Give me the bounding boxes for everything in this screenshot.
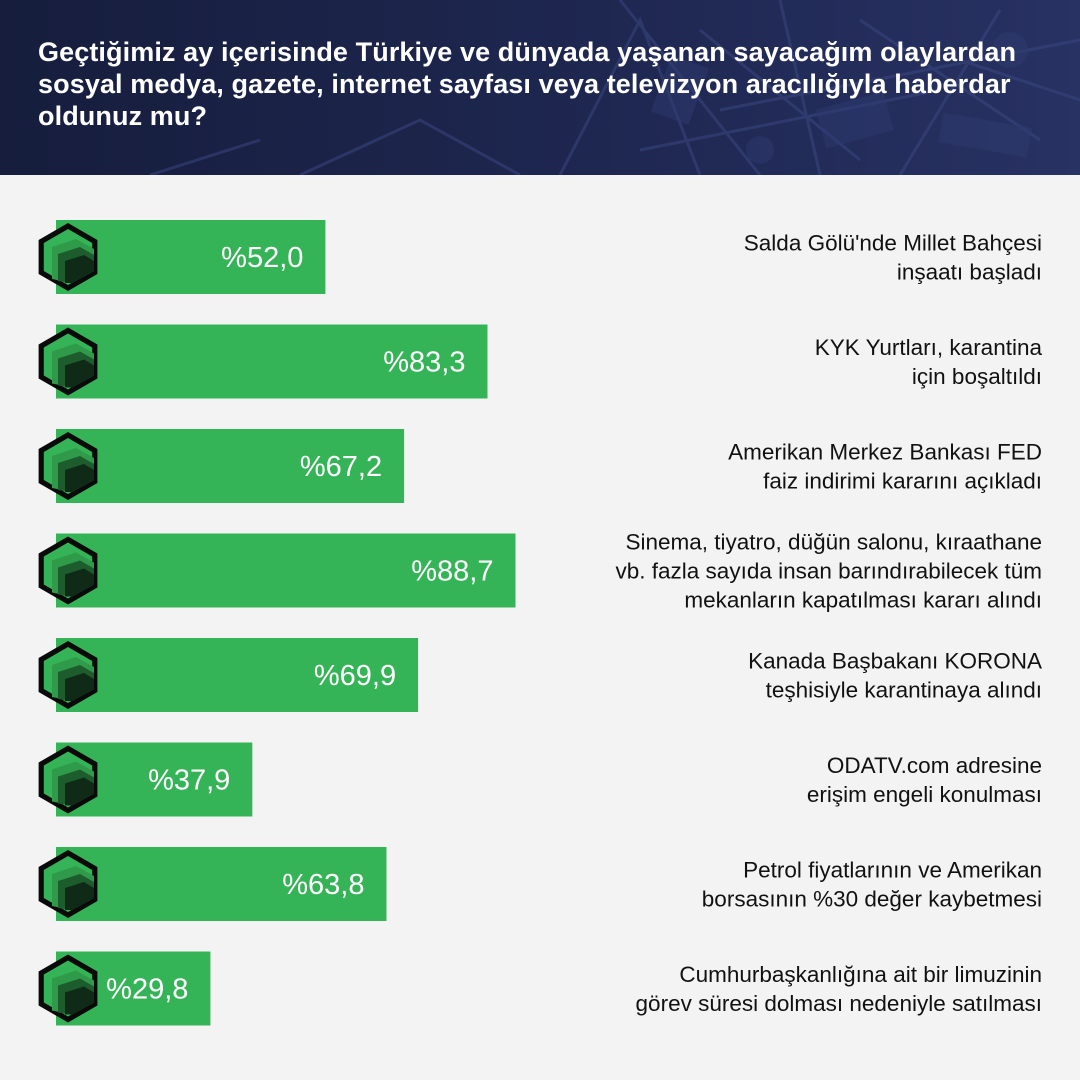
category-label: Petrol fiyatlarının ve Amerikan borsasını… [702, 858, 1042, 912]
category-label-line: KYK Yurtları, karantina [815, 335, 1043, 360]
green-hexagon-badge-icon [38, 745, 98, 814]
category-label-line: Petrol fiyatlarının ve Amerikan [743, 858, 1042, 883]
category-label-line: görev süresi dolması nedeniyle satılması [636, 991, 1042, 1016]
bar-row: %67,2 Amerikan Merkez Bankası FED faiz ind… [38, 429, 1042, 503]
category-label-line: vb. fazla sayıda insan barındırabilecek … [616, 559, 1042, 584]
category-label-line: faiz indirimi kararını açıkladı [763, 469, 1042, 494]
bar-row: %63,8 Petrol fiyatlarının ve Amerikan bors… [38, 847, 1042, 921]
bar-value-label: %52,0 [221, 242, 303, 274]
bar-row: %83,3 KYK Yurtları, karantina için boşaltı… [38, 324, 1043, 399]
category-label-line: borsasının %30 değer kaybetmesi [702, 887, 1042, 912]
category-label: Cumhurbaşkanlığına ait bir limuzinin göre… [636, 962, 1042, 1016]
green-hexagon-badge-icon [38, 641, 98, 709]
header-background-image [0, 0, 1080, 175]
category-label-line: Kanada Başbakanı KORONA [748, 649, 1042, 674]
category-label-line: mekanların kapatılması kararı alındı [684, 588, 1042, 613]
green-hexagon-badge-icon [38, 954, 98, 1023]
green-hexagon-badge-icon [38, 327, 98, 396]
category-label-line: için boşaltıldı [912, 364, 1042, 389]
bar-value-label: %83,3 [383, 347, 465, 379]
bar-row: %52,0 Salda Gölü'nde Millet Bahçesi inşaat… [38, 220, 1042, 294]
category-label-line: teşhisiyle karantinaya alındı [766, 678, 1042, 703]
category-label: KYK Yurtları, karantina için boşaltıldı [815, 335, 1043, 389]
green-hexagon-badge-icon [38, 223, 98, 291]
bar-value-label: %67,2 [300, 451, 382, 483]
bar-value-label: %63,8 [282, 869, 364, 901]
category-label-line: Salda Gölü'nde Millet Bahçesi [744, 231, 1042, 256]
category-label-line: Sinema, tiyatro, düğün salonu, kıraathan… [625, 530, 1042, 555]
bar [56, 324, 488, 399]
bar-value-label: %88,7 [411, 556, 493, 588]
category-label: Kanada Başbakanı KORONA teşhisiyle karant… [748, 649, 1042, 703]
bar [56, 220, 326, 294]
category-label-line: erişim engeli konulması [807, 782, 1042, 807]
bar-row: %29,8 Cumhurbaşkanlığına ait bir limuzini… [38, 951, 1042, 1026]
horizontal-bar-chart: %52,0 Salda Gölü'nde Millet Bahçesi inşaat… [38, 220, 1043, 1026]
green-hexagon-badge-icon [38, 432, 98, 500]
page-title: Geçtiğimiz ay içerisinde Türkiye ve düny… [38, 37, 1017, 131]
bar-row: %69,9 Kanada Başbakanı KORONA teşhisiyle k… [38, 638, 1042, 712]
category-label: Salda Gölü'nde Millet Bahçesi inşaatı baş… [744, 231, 1042, 285]
category-label: Amerikan Merkez Bankası FED faiz indirimi… [728, 440, 1042, 494]
bar-row: %88,7 Sinema, tiyatro, düğün salonu, kıra… [38, 530, 1042, 613]
category-label-line: inşaatı başladı [897, 260, 1042, 285]
bar [56, 638, 419, 712]
header-banner: Geçtiğimiz ay içerisinde Türkiye ve düny… [0, 0, 1080, 175]
bar [56, 847, 387, 921]
bar [56, 533, 516, 608]
category-label-line: Cumhurbaşkanlığına ait bir limuzinin [679, 962, 1042, 987]
bar-row: %37,9 ODATV.com adresine erişim engeli kon… [38, 742, 1042, 817]
green-hexagon-badge-icon [38, 536, 98, 605]
bar-value-label: %69,9 [314, 660, 396, 692]
category-label-line: ODATV.com adresine [827, 753, 1042, 778]
category-label: Sinema, tiyatro, düğün salonu, kıraathan… [616, 530, 1042, 613]
category-label: ODATV.com adresine erişim engeli konulmas… [807, 753, 1042, 807]
green-hexagon-badge-icon [38, 850, 98, 918]
bar-value-label: %29,8 [106, 974, 188, 1006]
bar-value-label: %37,9 [148, 765, 230, 797]
category-label-line: Amerikan Merkez Bankası FED [728, 440, 1042, 465]
bar [56, 429, 405, 503]
